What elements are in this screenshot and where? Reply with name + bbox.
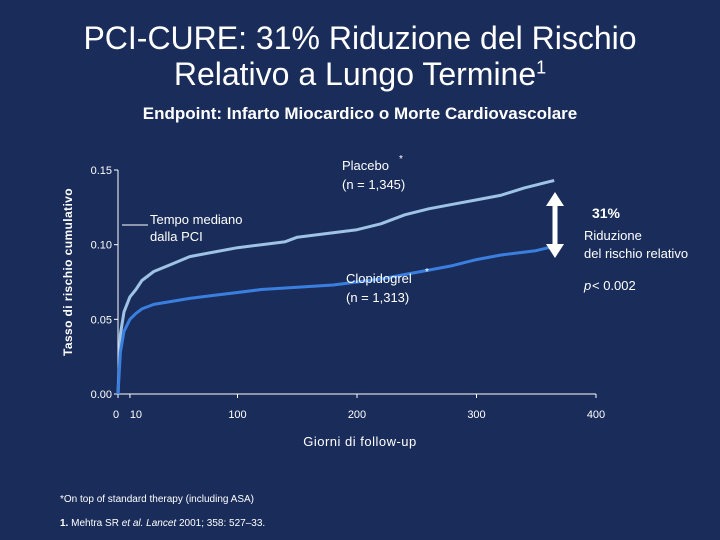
chart-annotations: Placebo * (n = 1,345) Clopidogrel * (n = 1,31… [122,154,688,305]
title-superscript: 1 [536,57,547,78]
title-line-2: Relativo a Lungo Termine1 [0,56,720,92]
p-value: < 0.002 [592,278,636,293]
y-axis-label: Tasso di rischio cumulativo [61,188,75,356]
rrr-label-line2: del rischio relativo [584,246,688,261]
title-line-1: PCI-CURE: 31% Riduzione del Rischio [83,20,637,56]
y-tick-label: 0.10 [91,240,112,252]
y-tick-label: 0.15 [91,165,112,177]
x-tick-label: 400 [587,409,605,421]
chart-axes: Giorni di follow-up Tasso di rischio cumu… [61,170,596,449]
clopidogrel-asterisk: * [425,267,429,278]
median-label-line1: Tempo mediano [150,212,243,227]
p-label: p [583,278,591,293]
clopidogrel-label-line2: (n = 1,313) [346,290,409,305]
ref-text-a: Mehtra SR [68,518,122,529]
chart-series [116,179,555,395]
slide-title: PCI-CURE: 31% Riduzione del Rischio Rela… [0,20,720,92]
rrr-value: 31% [592,205,621,221]
ref-number: 1. [60,518,69,529]
clopidogrel-label-line1: Clopidogrel [346,271,412,286]
x-tick-label: 100 [228,409,246,421]
placebo-label-line1: Placebo [342,158,389,173]
footnotes: *On top of standard therapy (including A… [60,488,265,536]
ref-text-b: 2001; 358: 527–33. [176,518,266,529]
title-line-2-text: Relativo a Lungo Termine [173,56,537,92]
rrr-arrow-head-bottom [546,244,564,258]
series-line-placebo [116,179,555,395]
placebo-asterisk: * [399,154,403,165]
chart-ticks: 0.00 0.05 0.10 0.15 0 10 100 200 300 400 [91,165,606,421]
x-tick-label: 200 [348,409,366,421]
footnote-reference: 1. Mehtra SR et al. Lancet 2001; 358: 52… [60,512,265,536]
x-tick-label: 0 [113,409,119,421]
x-tick-label: 10 [130,409,142,421]
ref-italic: et al. Lancet [121,518,177,529]
median-label-line2: dalla PCI [150,229,203,244]
y-tick-label: 0.05 [91,314,112,326]
rrr-arrow-head-top [546,192,564,206]
rrr-label-line1: Riduzione [584,228,642,243]
footnote-note: *On top of standard therapy (including A… [60,494,255,505]
slide-subtitle: Endpoint: Infarto Miocardico o Morte Car… [142,104,578,123]
y-tick-label: 0.00 [91,389,112,401]
series-line-clopidogrel [116,246,555,395]
x-tick-label: 300 [467,409,485,421]
x-axis-label: Giorni di follow-up [303,434,417,449]
placebo-label-line2: (n = 1,345) [342,177,405,192]
